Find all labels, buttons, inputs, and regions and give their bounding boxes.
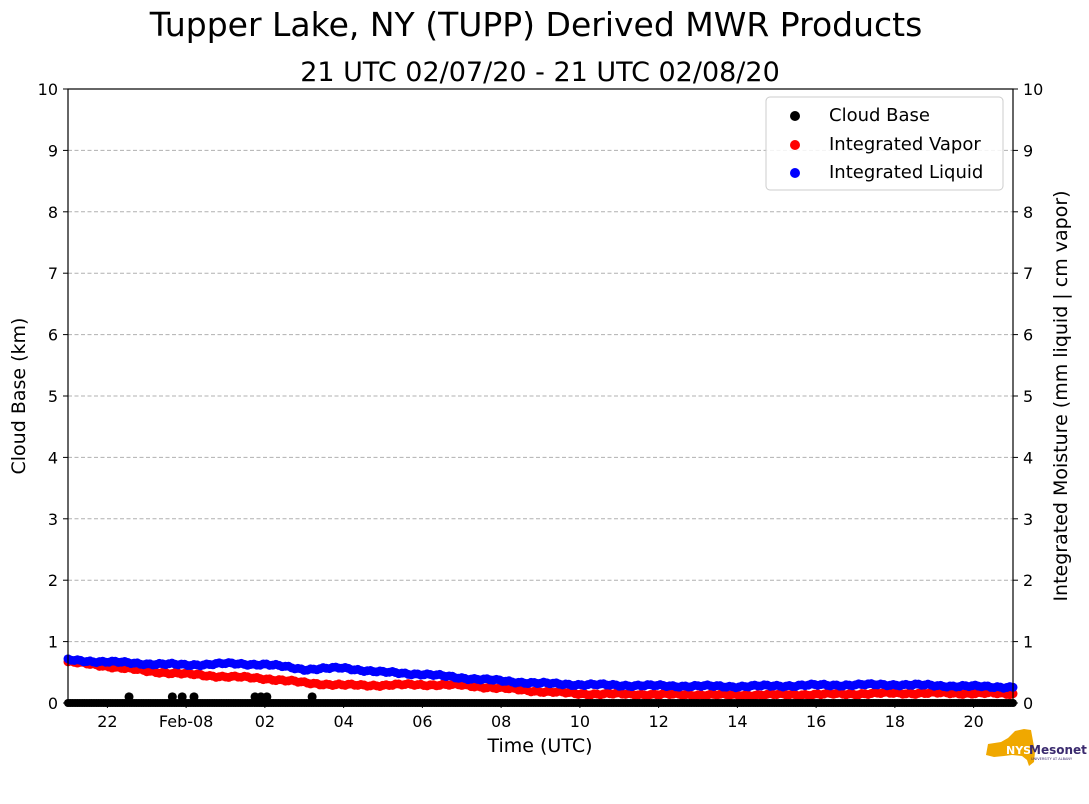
logo-university-text: UNIVERSITY AT ALBANY xyxy=(1031,757,1073,761)
logo-mesonet-text: Mesonet xyxy=(1029,743,1087,757)
y-left-tick-label: 9 xyxy=(48,141,58,160)
chart-subtitle: 21 UTC 02/07/20 - 21 UTC 02/08/20 xyxy=(300,57,780,88)
legend-box xyxy=(765,96,1004,191)
y-left-tick-label: 5 xyxy=(48,387,58,406)
y-right-tick-label: 7 xyxy=(1023,264,1033,283)
x-tick-label: Feb-08 xyxy=(159,712,213,731)
cloud-base-point xyxy=(189,692,199,702)
legend-label-integrated-vapor: Integrated Vapor xyxy=(829,134,981,155)
y-left-tick-label: 10 xyxy=(38,80,58,99)
cloud-base-point xyxy=(177,692,187,702)
y-right-tick-label: 3 xyxy=(1023,510,1033,529)
y-axis-right: 0 1 2 3 4 5 6 7 8 9 10 xyxy=(1013,80,1043,713)
y-left-tick-label: 4 xyxy=(48,448,58,467)
y-axis-left-label: Cloud Base (km) xyxy=(8,318,30,475)
y-right-tick-label: 1 xyxy=(1023,633,1033,652)
x-axis-label: Time (UTC) xyxy=(486,735,592,757)
series-cloud-base xyxy=(64,692,1017,707)
x-tick-label: 02 xyxy=(255,712,275,731)
y-right-tick-label: 8 xyxy=(1023,203,1033,222)
y-right-tick-label: 10 xyxy=(1023,80,1043,99)
y-right-tick-label: 0 xyxy=(1023,694,1033,713)
gridlines xyxy=(68,149,1013,643)
cloud-base-point xyxy=(262,692,272,702)
y-right-tick-label: 2 xyxy=(1023,571,1033,590)
y-right-tick-label: 5 xyxy=(1023,387,1033,406)
y-axis-left: 0 1 2 3 4 5 6 7 8 9 10 xyxy=(38,80,68,713)
y-left-tick-label: 7 xyxy=(48,264,58,283)
x-tick-label: 18 xyxy=(885,712,905,731)
x-tick-label: 04 xyxy=(333,712,353,731)
logo-nys-text: NYS xyxy=(1006,744,1031,757)
legend-marker-cloud-base xyxy=(790,111,800,121)
nys-mesonet-logo: NYS Mesonet UNIVERSITY AT ALBANY xyxy=(986,729,1087,766)
x-tick-label: 10 xyxy=(570,712,590,731)
y-right-tick-label: 4 xyxy=(1023,448,1033,467)
x-tick-label: 22 xyxy=(97,712,117,731)
x-tick-label: 14 xyxy=(727,712,747,731)
y-left-tick-label: 0 xyxy=(48,694,58,713)
y-left-tick-label: 1 xyxy=(48,633,58,652)
y-left-tick-label: 6 xyxy=(48,326,58,345)
legend-marker-integrated-vapor xyxy=(790,140,800,150)
legend-label-cloud-base: Cloud Base xyxy=(829,105,930,126)
series-integrated-vapor xyxy=(63,656,1018,701)
y-left-tick-label: 2 xyxy=(48,571,58,590)
x-tick-label: 16 xyxy=(806,712,826,731)
chart-title: Tupper Lake, NY (TUPP) Derived MWR Produ… xyxy=(149,5,923,44)
x-tick-label: 06 xyxy=(412,712,432,731)
legend-marker-integrated-liquid xyxy=(790,168,800,178)
x-tick-label: 08 xyxy=(491,712,511,731)
legend-label-integrated-liquid: Integrated Liquid xyxy=(829,162,983,183)
cloud-base-point xyxy=(307,692,317,702)
y-left-tick-label: 3 xyxy=(48,510,58,529)
x-axis: 22 Feb-08 02 04 06 08 10 12 14 16 18 20 xyxy=(97,703,984,731)
legend: Cloud Base Integrated Vapor Integrated L… xyxy=(765,96,1004,191)
nys-state-shape-icon xyxy=(986,729,1035,766)
x-tick-label: 20 xyxy=(963,712,983,731)
cloud-base-point xyxy=(167,692,177,702)
y-right-tick-label: 6 xyxy=(1023,326,1033,345)
x-tick-label: 12 xyxy=(648,712,668,731)
series-integrated-liquid xyxy=(63,654,1018,693)
cloud-base-point xyxy=(124,692,134,702)
y-axis-right-label: Integrated Moisture (mm liquid | cm vapo… xyxy=(1050,190,1072,601)
y-right-tick-label: 9 xyxy=(1023,141,1033,160)
y-left-tick-label: 8 xyxy=(48,203,58,222)
